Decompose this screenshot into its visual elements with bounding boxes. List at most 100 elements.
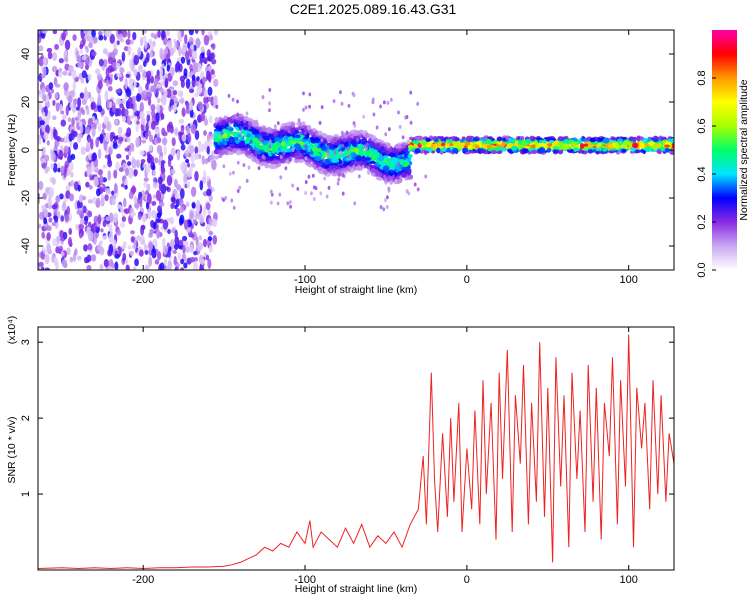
- heatmap-cell: [68, 65, 74, 73]
- heatmap-cell: [246, 133, 251, 138]
- heatmap-cell: [195, 199, 201, 211]
- heatmap-cell: [84, 86, 88, 97]
- heatmap-cell: [159, 67, 164, 77]
- heatmap-cell: [147, 96, 152, 107]
- heatmap-cell: [105, 51, 110, 57]
- heatmap-cell: [38, 261, 44, 267]
- heatmap-cell: [350, 168, 354, 172]
- heatmap-cell: [111, 101, 116, 113]
- heatmap-cell: [113, 41, 118, 50]
- heatmap-cell: [332, 144, 339, 149]
- heatmap-cell: [326, 149, 330, 154]
- heatmap-cell: [109, 73, 114, 79]
- heatmap-cell: [87, 210, 93, 218]
- heatmap-cell: [127, 45, 132, 56]
- heatmap-cell: [179, 267, 185, 270]
- heatmap-cell: [159, 155, 164, 162]
- heatmap-cell: [160, 80, 165, 86]
- heatmap-cell: [279, 154, 283, 159]
- heatmap-cell: [308, 92, 312, 97]
- colorbar-tick-label: 0.4: [696, 166, 708, 181]
- heatmap-cell: [286, 201, 290, 206]
- heatmap-cell: [121, 51, 126, 62]
- heatmap-cell: [320, 145, 327, 152]
- heatmap-cell: [202, 206, 207, 218]
- heatmap-cell: [73, 142, 79, 150]
- heatmap-cell: [126, 264, 130, 270]
- heatmap-cell: [40, 266, 45, 270]
- heatmap-cell: [78, 223, 85, 231]
- spectrogram-y-label: Frequency (Hz): [6, 114, 18, 186]
- heatmap-cell: [291, 147, 295, 152]
- heatmap-cell: [283, 154, 290, 158]
- heatmap-cell: [170, 168, 176, 175]
- heatmap-cell: [207, 208, 211, 216]
- heatmap-cell: [191, 50, 198, 61]
- heatmap-cell: [191, 77, 197, 88]
- heatmap-cell: [247, 165, 251, 170]
- heatmap-cell: [361, 138, 366, 144]
- heatmap-cell: [55, 195, 61, 203]
- heatmap-cell: [74, 77, 78, 83]
- heatmap-cell: [356, 137, 359, 142]
- heatmap-cell: [307, 147, 312, 153]
- heatmap-cell: [236, 188, 240, 193]
- heatmap-cell: [517, 144, 523, 150]
- heatmap-cell: [78, 201, 83, 209]
- heatmap-cell: [237, 134, 242, 138]
- heatmap-cell: [180, 79, 185, 88]
- heatmap-cell: [206, 176, 210, 182]
- heatmap-cell: [234, 144, 239, 149]
- heatmap-cell: [97, 93, 101, 103]
- heatmap-cell: [314, 186, 318, 191]
- heatmap-cell: [214, 155, 220, 160]
- heatmap-cell: [171, 227, 176, 234]
- heatmap-cell: [118, 136, 124, 142]
- colorbar-ticks: 0.0 0.2 0.4 0.6 0.8: [696, 70, 716, 278]
- heatmap-cell: [105, 132, 110, 143]
- heatmap-cell: [407, 153, 413, 158]
- heatmap-cell: [70, 179, 75, 187]
- heatmap-cell: [127, 30, 131, 40]
- heatmap-cell: [231, 97, 235, 102]
- colorbar-tick-label: 0.0: [696, 262, 708, 277]
- heatmap-cell: [97, 243, 102, 252]
- heatmap-cell: [294, 143, 301, 150]
- heatmap-cell: [69, 102, 74, 109]
- heatmap-cell: [185, 246, 190, 254]
- heatmap-cell: [129, 146, 135, 152]
- heatmap-cell: [269, 200, 273, 205]
- heatmap-cell: [501, 146, 508, 152]
- colorbar: 0.0 0.2 0.4 0.6 0.8 Normalized spectral ampl…: [696, 30, 750, 278]
- heatmap-cell: [105, 216, 110, 222]
- heatmap-cell: [535, 144, 540, 149]
- heatmap-cell: [602, 137, 610, 144]
- heatmap-cell: [54, 93, 59, 99]
- heatmap-cell: [66, 205, 71, 216]
- heatmap-cell: [195, 80, 200, 87]
- heatmap-cell: [165, 186, 169, 191]
- heatmap-cell: [72, 69, 77, 81]
- x-tick-label: -200: [132, 574, 154, 586]
- heatmap-cell: [222, 148, 228, 154]
- heatmap-cell: [405, 189, 409, 194]
- heatmap-cell: [440, 135, 445, 142]
- heatmap-cell: [184, 150, 190, 158]
- heatmap-cell: [213, 30, 219, 36]
- heatmap-cell: [379, 146, 385, 152]
- heatmap-cell: [145, 122, 149, 133]
- heatmap-cell: [188, 100, 194, 111]
- x-tick-label: 100: [620, 274, 638, 286]
- heatmap-cell: [288, 200, 292, 205]
- heatmap-cell: [314, 155, 322, 162]
- heatmap-cell: [103, 140, 108, 151]
- heatmap-cell: [130, 211, 136, 217]
- heatmap-cell: [64, 39, 71, 51]
- heatmap-cell: [81, 55, 87, 61]
- heatmap-cell: [150, 104, 156, 112]
- heatmap-cell: [99, 133, 104, 144]
- heatmap-cell: [156, 97, 161, 104]
- heatmap-cell: [97, 105, 103, 113]
- heatmap-cell: [208, 139, 213, 147]
